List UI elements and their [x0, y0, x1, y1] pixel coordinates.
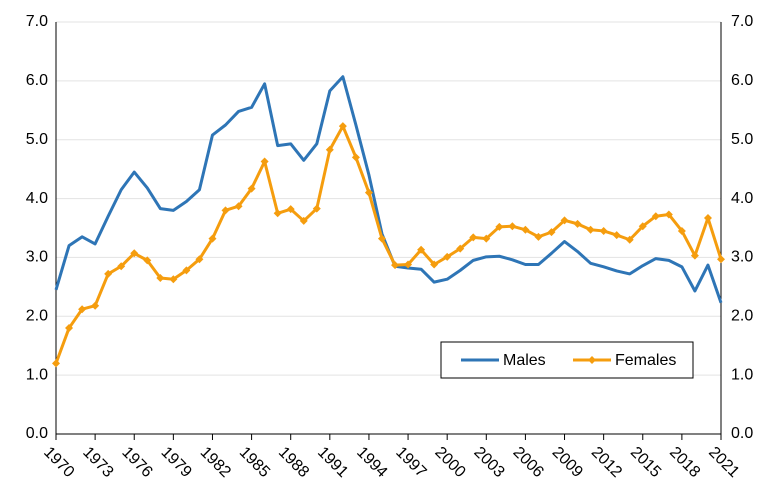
point-marker	[156, 274, 165, 283]
point-marker	[417, 245, 426, 254]
x-tick-label: 2003	[470, 444, 507, 481]
point-marker	[78, 305, 87, 314]
point-marker	[195, 255, 204, 264]
point-marker	[717, 255, 725, 264]
point-marker	[638, 222, 647, 231]
point-marker	[573, 219, 582, 228]
x-tick-label: 1979	[158, 444, 195, 481]
x-tick-label: 2006	[510, 444, 547, 481]
legend-box	[440, 341, 694, 379]
x-tick-label: 1997	[392, 444, 429, 481]
point-marker	[690, 251, 699, 260]
point-marker	[91, 301, 100, 310]
y-tick-label: 4.0	[26, 190, 48, 207]
point-marker	[273, 209, 282, 218]
x-tick-label: 2000	[431, 444, 468, 481]
x-tick-label: 1994	[353, 444, 390, 481]
point-marker	[443, 252, 452, 261]
point-marker	[560, 216, 569, 225]
y2-tick-label: 0.0	[731, 425, 753, 442]
point-marker	[221, 206, 230, 215]
y-tick-label: 7.0	[26, 13, 48, 30]
point-marker	[117, 262, 126, 271]
series-line	[54, 75, 723, 304]
legend-marker	[588, 356, 596, 364]
point-marker	[234, 202, 243, 211]
point-marker	[534, 232, 543, 241]
y2-tick-label: 2.0	[731, 308, 753, 325]
x-tick-label: 2009	[549, 444, 586, 481]
point-marker	[65, 324, 74, 333]
point-marker	[612, 231, 621, 240]
y2-tick-label: 5.0	[731, 131, 753, 148]
point-marker	[299, 216, 308, 225]
point-marker	[586, 225, 595, 234]
legend-label: Females	[615, 352, 676, 369]
point-marker	[547, 228, 556, 237]
x-tick-label: 2012	[588, 444, 625, 481]
point-marker	[430, 260, 439, 269]
point-marker	[130, 249, 139, 258]
x-tick-label: 1985	[236, 444, 273, 481]
point-marker	[377, 234, 386, 243]
y2-tick-label: 7.0	[731, 13, 753, 30]
point-marker	[351, 153, 360, 162]
x-tick-label: 2018	[666, 444, 703, 481]
point-marker	[625, 235, 634, 244]
y2-tick-label: 1.0	[731, 366, 753, 383]
point-marker	[651, 212, 660, 221]
point-marker	[364, 188, 373, 197]
point-marker	[599, 226, 608, 235]
y-tick-label: 2.0	[26, 308, 48, 325]
series-line	[54, 124, 723, 364]
point-marker	[247, 184, 256, 193]
x-tick-label: 1982	[197, 444, 234, 481]
point-marker	[169, 275, 178, 284]
point-marker	[469, 233, 478, 242]
point-marker	[104, 269, 113, 278]
y2-tick-label: 6.0	[731, 72, 753, 89]
x-tick-label: 1988	[275, 444, 312, 481]
legend-label: Males	[503, 352, 546, 369]
point-marker	[404, 260, 413, 269]
y-tick-label: 0.0	[26, 425, 48, 442]
point-marker	[182, 266, 191, 275]
x-tick-label: 1976	[118, 444, 155, 481]
point-marker	[208, 234, 217, 243]
point-marker	[508, 222, 517, 231]
point-marker	[52, 359, 60, 368]
y-tick-label: 5.0	[26, 131, 48, 148]
point-marker	[260, 157, 269, 166]
point-marker	[325, 145, 334, 154]
point-marker	[521, 225, 530, 234]
point-marker	[456, 244, 465, 253]
y2-tick-label: 4.0	[731, 190, 753, 207]
point-marker	[495, 222, 504, 231]
point-marker	[664, 210, 673, 219]
point-marker	[143, 256, 152, 265]
y-tick-label: 6.0	[26, 72, 48, 89]
y-tick-label: 1.0	[26, 366, 48, 383]
y-tick-label: 3.0	[26, 249, 48, 266]
x-tick-label: 2021	[705, 444, 742, 481]
point-marker	[338, 122, 347, 131]
point-marker	[312, 204, 321, 213]
x-tick-label: 1970	[40, 444, 77, 481]
x-tick-label: 1973	[79, 444, 116, 481]
y2-tick-label: 3.0	[731, 249, 753, 266]
x-tick-label: 1991	[314, 444, 351, 481]
point-marker	[703, 213, 712, 222]
point-marker	[391, 261, 400, 270]
point-marker	[482, 234, 491, 243]
point-marker	[286, 205, 295, 214]
x-tick-label: 2015	[627, 444, 664, 481]
point-marker	[677, 226, 686, 235]
